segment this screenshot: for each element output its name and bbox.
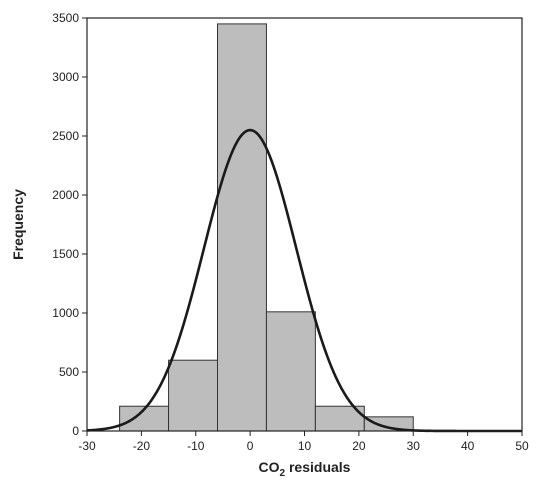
y-tick-label-1: 500 (59, 365, 79, 379)
y-tick-label-7: 3500 (52, 11, 79, 25)
y-tick-label-2: 1000 (52, 306, 79, 320)
x-tick-label-1: -20 (133, 439, 151, 453)
y-tick-label-6: 3000 (52, 70, 79, 84)
x-tick-label-3: 0 (247, 439, 254, 453)
x-tick-label-6: 30 (407, 439, 421, 453)
y-axis-ticks: 0 500 1000 1500 2000 2500 3000 3500 (52, 11, 87, 438)
x-axis-title: CO2 residuals (259, 459, 351, 479)
x-axis-title-subscript: 2 (280, 468, 286, 479)
x-tick-label-4: 10 (298, 439, 312, 453)
x-tick-label-8: 50 (515, 439, 529, 453)
x-tick-label-0: -30 (78, 439, 96, 453)
histogram-bar-1 (168, 359, 218, 432)
y-tick-label-5: 2500 (52, 129, 79, 143)
x-axis-ticks: -30 -20 -10 0 10 20 30 40 50 (78, 431, 529, 453)
y-axis-title: Frequency (10, 189, 26, 260)
y-tick-label-4: 2000 (52, 188, 79, 202)
bars-group (119, 23, 414, 432)
y-tick-label-0: 0 (72, 424, 79, 438)
x-tick-label-7: 40 (461, 439, 475, 453)
x-axis-title-main: CO (259, 459, 280, 475)
x-tick-label-2: -10 (187, 439, 205, 453)
x-tick-label-5: 20 (352, 439, 366, 453)
y-tick-label-3: 1500 (52, 247, 79, 261)
x-axis-title-rest: residuals (285, 459, 351, 475)
histogram-bar-3 (265, 311, 316, 432)
histogram-bar-2 (217, 23, 267, 432)
